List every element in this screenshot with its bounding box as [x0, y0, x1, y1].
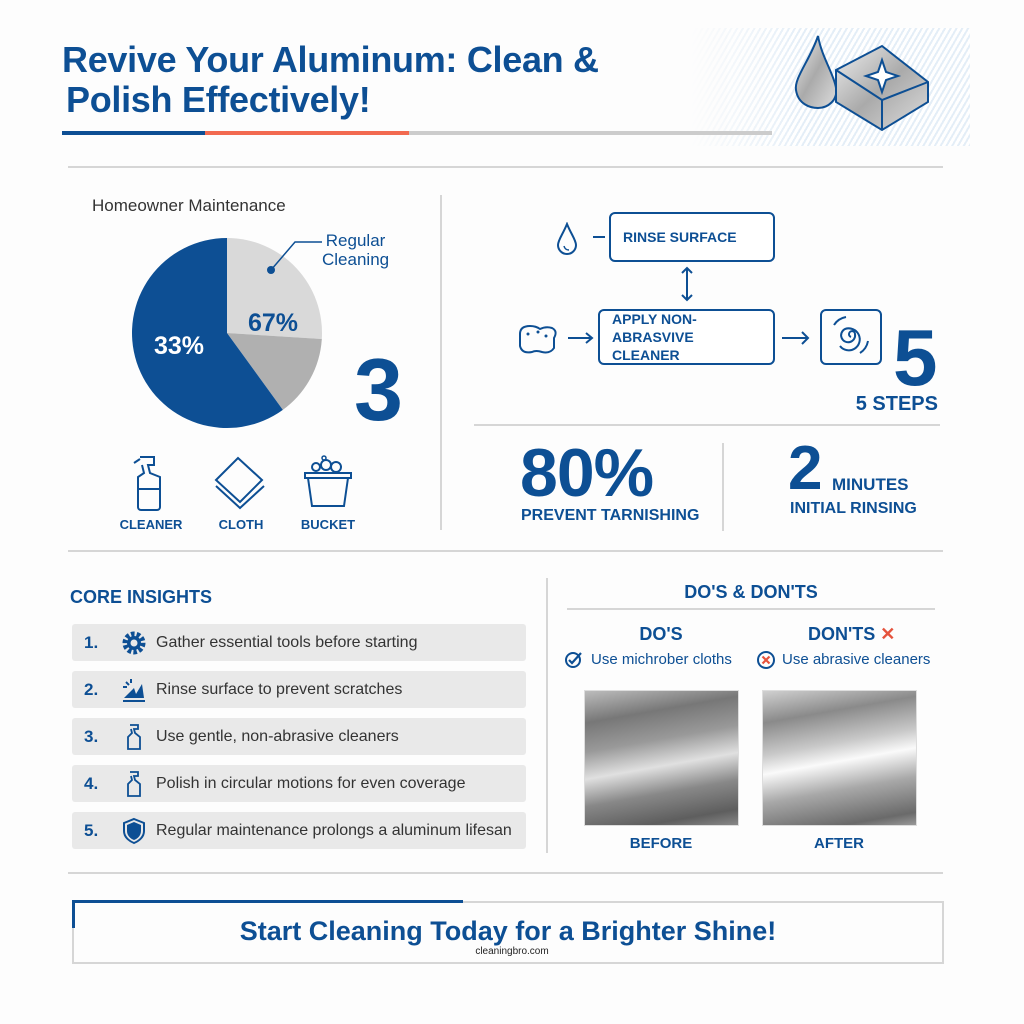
arrow-right-icon [782, 331, 810, 345]
spray-bottle-icon [127, 770, 141, 797]
insight-number: 4. [84, 773, 99, 793]
before-label: BEFORE [629, 835, 693, 852]
insight-number: 3. [84, 726, 99, 746]
shield-icon [123, 817, 145, 844]
pie-chart [132, 238, 322, 428]
dont-item: Use abrasive cleaners [782, 651, 931, 668]
pie-label-gray: 67% [248, 309, 299, 337]
core-insights-heading: CORE INSIGHTS [70, 587, 213, 607]
stat-2: 2 [788, 434, 823, 503]
pie-title: Homeowner Maintenance [92, 196, 286, 215]
insight-text: Use gentle, non-abrasive cleaners [156, 727, 399, 745]
stat-label-prevent-tarnishing: PREVENT TARNISHING [521, 507, 700, 524]
cloth-icon [214, 456, 265, 510]
sponge-icon [519, 324, 594, 354]
x-mark-icon: ✕ [880, 624, 896, 644]
pie-callout: Regular Cleaning [322, 231, 390, 269]
stat-80-percent: 80% [520, 435, 654, 511]
insight-row: 1. Gather essential tools before starting [72, 624, 526, 661]
divider [68, 166, 943, 168]
donts-heading: DON'TS ✕ [808, 624, 896, 644]
title-underline-orange [205, 131, 409, 135]
insight-row: 4. Polish in circular motions for even co… [72, 765, 526, 802]
flow-step-apply-cleaner: APPLY NON-ABRASVIVE CLEANER [598, 309, 775, 365]
drop-and-block-illustration [794, 35, 929, 132]
cta-accent-top [72, 900, 463, 903]
title-underline-gray [409, 131, 772, 135]
stat-unit-minutes: MINUTES [832, 475, 909, 494]
gear-icon [122, 631, 146, 654]
splash-icon [123, 678, 145, 702]
site-watermark: cleaningbro.com [475, 946, 549, 957]
insight-number: 1. [84, 632, 99, 652]
dos-heading: DO'S [639, 624, 683, 644]
tool-label-bucket: BUCKET [300, 517, 356, 532]
x-circle-icon [757, 651, 775, 669]
callout-leader-line [267, 241, 322, 274]
divider [68, 872, 943, 874]
cta-banner [72, 901, 944, 964]
divider-vertical [440, 195, 442, 530]
before-image [584, 690, 739, 826]
insight-number: 2. [84, 679, 99, 699]
insight-row: 5. Regular maintenance prolongs a aluminu… [72, 812, 526, 849]
pie-slice-1 [227, 333, 322, 410]
pie-label-blue: 33% [154, 332, 205, 360]
insight-row: 3. Use gentle, non-abrasive cleaners [72, 718, 526, 755]
big-number-5: 5 [893, 313, 938, 402]
dos-donts-heading: DO'S & DON'TS [684, 582, 818, 602]
circular-motion-box [820, 309, 882, 365]
after-image [762, 690, 917, 826]
title-underline-blue [62, 131, 205, 135]
spray-bottle-icon [133, 456, 161, 511]
insight-text: Gather essential tools before starting [156, 633, 418, 651]
spray-bottle-icon [127, 723, 141, 750]
swirl-icon [833, 316, 869, 354]
divider-vertical [546, 578, 548, 853]
steps-label: 5 STEPS [855, 393, 938, 415]
pie-slice-2 [132, 238, 283, 428]
insight-text: Regular maintenance prolongs a aluminum … [156, 821, 512, 839]
tool-label-cleaner: CLEANER [119, 517, 183, 532]
stat-label-initial-rinsing: INITIAL RINSING [790, 500, 917, 517]
cta-text: Start Cleaning Today for a Brighter Shin… [239, 916, 777, 946]
do-item: Use michrober cloths [591, 651, 732, 668]
insight-text: Polish in circular motions for even cove… [156, 774, 466, 792]
divider [474, 424, 940, 426]
flow-step-rinse-surface: RINSE SURFACE [609, 212, 775, 262]
big-number-3: 3 [354, 340, 403, 439]
page-title: Revive Your Aluminum: Clean & Polish Effe… [62, 39, 599, 120]
pie-slice-0 [227, 238, 322, 339]
double-arrow-icon [681, 266, 693, 302]
divider-vertical [722, 443, 724, 531]
bucket-icon [304, 455, 352, 507]
insight-text: Rinse surface to prevent scratches [156, 680, 403, 698]
check-circle-icon [565, 652, 582, 668]
cta-accent-left [72, 900, 75, 928]
divider [68, 550, 943, 552]
divider [567, 608, 935, 610]
water-drop-icon [556, 222, 605, 255]
insight-number: 5. [84, 820, 99, 840]
tool-label-cloth: CLOTH [218, 517, 264, 532]
after-label: AFTER [814, 835, 864, 852]
insight-row: 2. Rinse surface to prevent scratches [72, 671, 526, 708]
